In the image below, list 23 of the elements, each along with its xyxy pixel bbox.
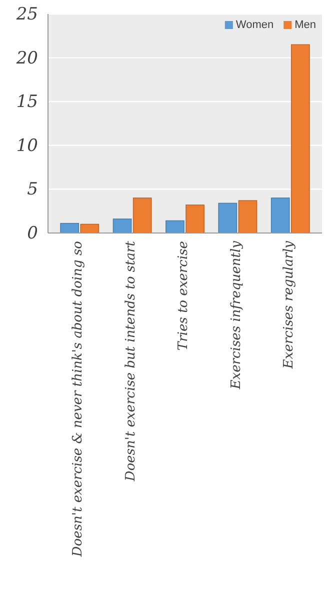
x-tick-label: Doesn't exercise & never think's about doing so [70, 240, 86, 558]
y-tick-label: 0 [27, 223, 38, 244]
bar [290, 44, 310, 234]
bar [132, 198, 152, 234]
bar [218, 202, 238, 234]
bar [270, 198, 290, 234]
x-tick-label: Tries to exercise [176, 240, 192, 350]
legend-label: Women [236, 19, 274, 31]
y-tick-label: 5 [27, 180, 38, 200]
y-tick-label: 15 [16, 92, 38, 112]
y-tick-label: 25 [15, 4, 38, 24]
bar [112, 218, 132, 234]
bar [80, 224, 100, 234]
x-tick-label: Exercises infrequently [228, 240, 244, 390]
bar [186, 204, 204, 234]
x-tick-label: Exercises regularly [281, 240, 296, 370]
x-tick-label: Doesn't exercise but intends to start [123, 240, 138, 482]
y-tick-label: 10 [16, 136, 38, 156]
legend-label: Men [294, 19, 316, 31]
bar [238, 200, 258, 234]
y-tick-label: 20 [15, 48, 38, 68]
bar [60, 222, 80, 234]
bar [166, 220, 184, 234]
